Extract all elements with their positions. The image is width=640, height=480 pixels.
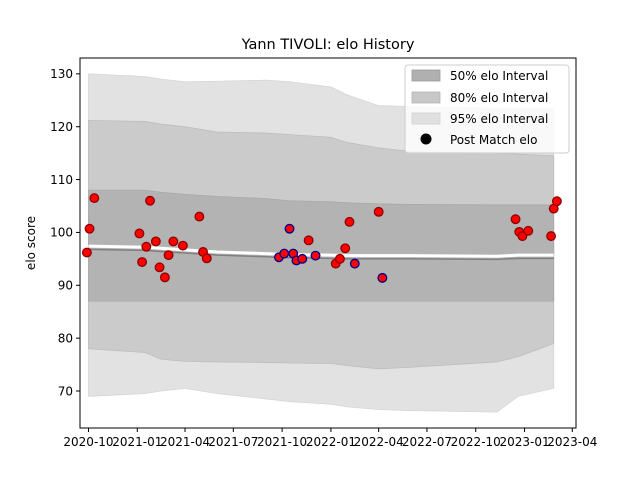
band-50: [88, 189, 555, 302]
post-match-point-21: [297, 253, 308, 264]
post-match-point-35: [546, 231, 557, 242]
x-tick-label-6: 2022-04: [354, 435, 404, 449]
post-match-point-22: [303, 235, 314, 246]
post-match-point-3: [134, 228, 145, 239]
legend: 50% elo Interval 80% elo Interval 95% el…: [404, 64, 570, 154]
post-match-point-0: [81, 247, 92, 258]
plot-area: [81, 73, 562, 413]
y-tick-label-4: 110: [50, 173, 73, 187]
legend-box: [404, 64, 570, 154]
x-tick-label-4: 2021-10: [257, 435, 307, 449]
x-tick-label-0: 2020-10: [63, 435, 113, 449]
x-tick-label-5: 2022-01: [306, 435, 356, 449]
legend-swatch-80: [411, 91, 441, 104]
post-match-point-18: [284, 223, 295, 234]
post-match-point-9: [159, 272, 170, 283]
post-match-point-5: [141, 241, 152, 252]
post-match-point-6: [145, 195, 155, 206]
post-match-point-17: [279, 248, 290, 259]
x-tick-label-9: 2023-01: [499, 435, 549, 449]
post-match-point-1: [84, 223, 95, 234]
x-axis: 2020-102021-012021-042021-072021-102022-…: [63, 428, 597, 449]
x-tick-label-1: 2021-01: [112, 435, 162, 449]
y-tick-label-6: 130: [50, 67, 73, 81]
y-axis: 70 80 90 100 110 120 130: [50, 67, 80, 398]
legend-label-50: 50% elo Interval: [450, 69, 548, 83]
legend-swatch-50: [411, 69, 441, 82]
y-tick-label-1: 80: [58, 331, 73, 345]
y-tick-label-3: 100: [50, 226, 73, 240]
legend-marker-post-match: [420, 133, 432, 145]
post-match-point-12: [177, 240, 188, 251]
x-tick-label-3: 2021-07: [208, 435, 258, 449]
y-tick-label-0: 70: [58, 384, 73, 398]
y-tick-label-2: 90: [58, 279, 73, 293]
x-tick-label-2: 2021-04: [160, 435, 210, 449]
post-match-point-31: [510, 214, 521, 225]
post-match-point-28: [349, 258, 360, 269]
post-match-point-7: [150, 236, 161, 247]
legend-swatch-95: [411, 112, 441, 125]
post-match-point-8: [154, 262, 165, 273]
post-match-point-2: [89, 193, 100, 204]
chart-title: Yann TIVOLI: elo History: [241, 37, 415, 53]
post-match-point-26: [340, 243, 351, 254]
mean-line-highlight: [88, 244, 554, 258]
post-match-point-25: [334, 253, 345, 264]
y-tick-label-5: 120: [50, 120, 73, 134]
legend-label-post-match: Post Match elo: [450, 133, 537, 147]
post-match-points: [81, 193, 562, 283]
interval-bands: [88, 73, 555, 413]
post-match-point-27: [344, 216, 355, 227]
post-match-point-10: [163, 250, 174, 261]
post-match-point-23: [310, 250, 321, 261]
post-match-point-11: [168, 236, 179, 247]
post-match-point-29: [373, 206, 384, 217]
post-match-point-13: [194, 211, 205, 222]
post-match-point-34: [523, 225, 534, 236]
x-tick-label-10: 2023-04: [547, 435, 597, 449]
post-match-point-30: [377, 272, 388, 283]
post-match-point-37: [551, 196, 562, 207]
post-match-point-4: [137, 257, 148, 267]
plot-frame: [79, 57, 577, 429]
legend-label-95: 95% elo Interval: [450, 112, 548, 126]
post-match-point-15: [201, 253, 212, 264]
y-axis-label: elo score: [24, 216, 38, 270]
x-tick-label-7: 2022-07: [402, 435, 452, 449]
x-tick-label-8: 2022-10: [451, 435, 501, 449]
legend-label-80: 80% elo Interval: [450, 91, 548, 105]
